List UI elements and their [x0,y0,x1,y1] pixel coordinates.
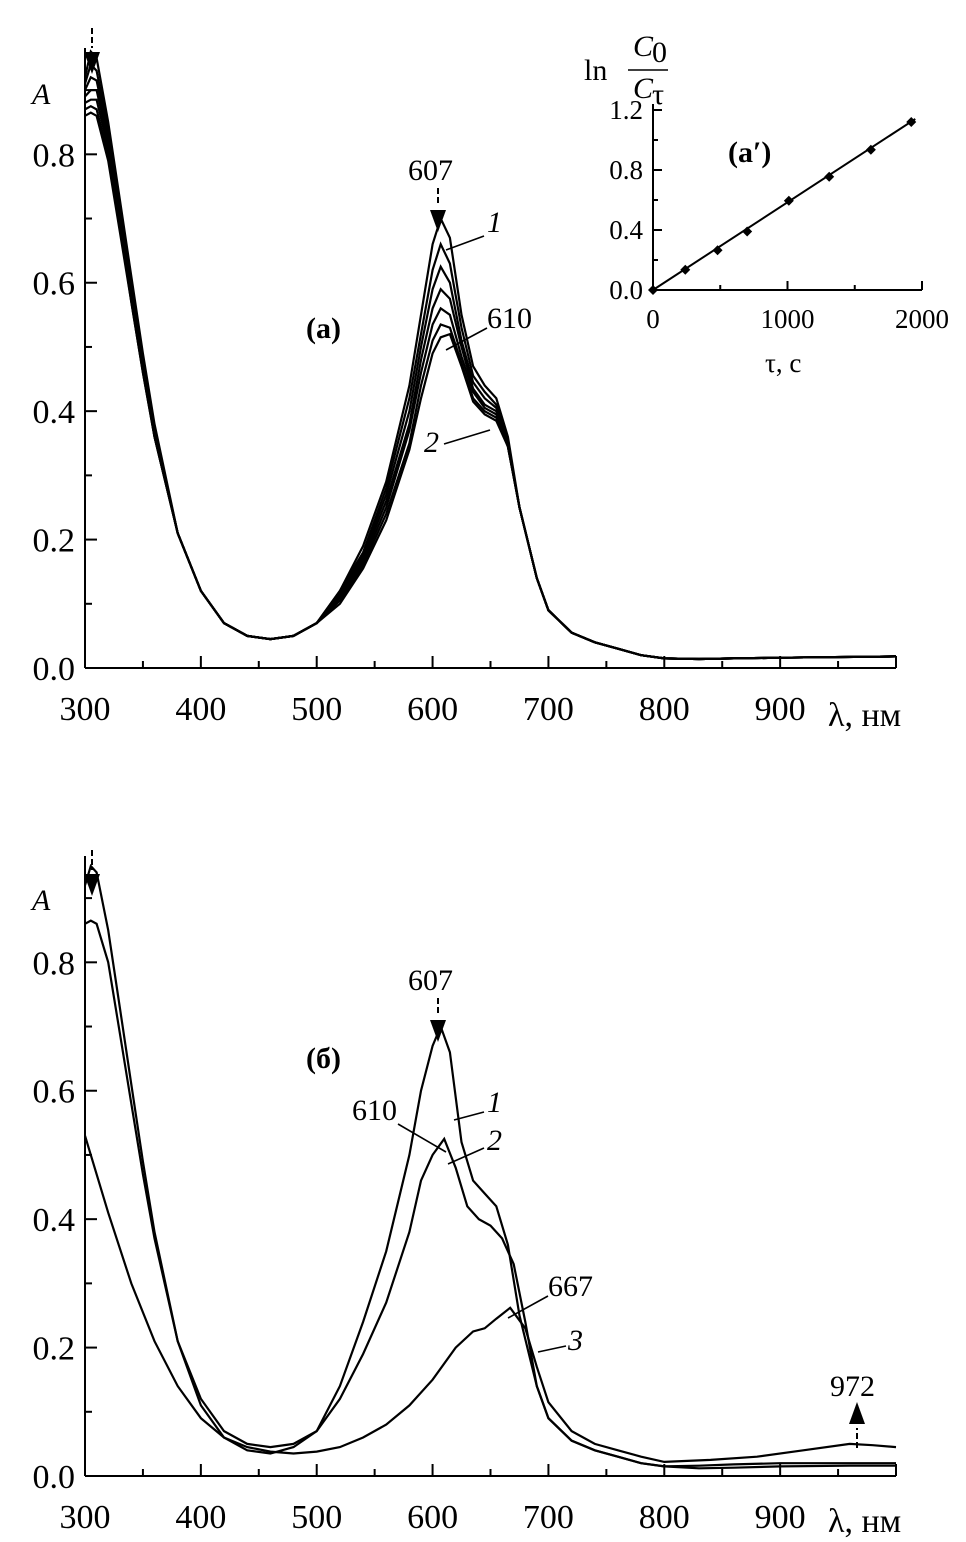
panel-a-axes [84,48,897,669]
inset-y-tick-label: 1.2 [609,95,643,125]
panel-a: 300 400 500 600 700 800 900 0.0 0.2 0.4 0.6 0.8 A λ… [30,28,901,734]
panel-b-leader-667 [507,1295,549,1319]
x-tick-label: 800 [639,691,690,728]
x-tick-label: 400 [175,1499,226,1536]
x-tick-label: 600 [407,1499,458,1536]
svg-text:0: 0 [652,36,667,69]
y-tick-label: 0.0 [33,651,76,688]
spectrum-series-2 [84,919,896,1470]
x-tick-label: 600 [407,691,458,728]
y-tick-label: 0.2 [33,523,76,560]
y-tick-label: 0.8 [33,137,76,174]
panel-b-label: (б) [306,1042,341,1075]
y-tick-label: 0.4 [33,394,76,431]
inset-y-tick-label: 0.8 [609,155,643,185]
panel-b-leader-610 [397,1123,447,1153]
inset-y-tick-label: 0.4 [609,215,643,245]
x-tick-label: 900 [755,1499,806,1536]
panel-b-leader-3 [537,1345,567,1353]
inset-data-point [865,144,876,155]
spectrum-series-1 [83,863,896,1468]
panel-a-leader-610 [445,327,488,351]
panel-b-ann-610: 610 [352,1094,397,1127]
panel-b-tick-labels: 300 400 500 600 700 800 900 0.0 0.2 0.4 0.6 0.8 [33,945,806,1536]
panel-b-ann-972: 972 [830,1370,875,1403]
panel-b-leader-1 [453,1111,485,1121]
svg-text:C: C [633,72,654,105]
panel-a-ann-607: 607 [408,154,453,187]
inset-x-tick-label: 1000 [761,304,815,334]
inset-data-point [712,245,723,256]
inset-fit-line [652,118,916,291]
spectrum-series-7 [84,111,897,661]
x-tick-label: 300 [60,691,111,728]
panel-b-arrow-607 [430,998,446,1042]
panel-b-leader-2 [447,1147,485,1165]
panel-b-ann-curve-1: 1 [487,1086,502,1119]
panel-a-label: (a) [306,312,341,345]
inset-xlabel: τ, с [765,348,801,378]
x-tick-label: 800 [639,1499,690,1536]
inset-data-point [783,195,794,206]
panel-a-ylabel: A [30,78,51,111]
x-tick-label: 900 [755,691,806,728]
panel-a-arrow-305 [84,28,100,74]
inset-plot-area [648,117,917,295]
x-tick-label: 700 [523,691,574,728]
x-tick-label: 300 [60,1499,111,1536]
panel-b-ann-curve-2: 2 [487,1124,502,1157]
inset-x-tick-label: 0 [646,304,660,334]
panel-b-plot-area [83,863,897,1470]
panel-b-xlabel: λ, нм [828,1503,901,1540]
inset-ylabel: ln C 0 C τ [584,30,668,111]
inset-y-tick-label: 0.0 [609,275,643,305]
y-tick-label: 0.6 [33,266,76,303]
panel-b-arrow-305 [84,850,100,896]
y-tick-label: 0.4 [33,1202,76,1239]
spectrum-series-5 [84,98,897,661]
svg-text:τ: τ [652,78,664,111]
inset-tick-labels: 0 1000 2000 0.0 0.4 0.8 1.2 [609,95,949,334]
panel-a-arrow-607 [430,188,446,232]
inset-x-tick-label: 2000 [895,304,949,334]
x-tick-label: 500 [291,1499,342,1536]
panel-b-ylabel: A [30,884,51,917]
panel-a-tick-labels: 300 400 500 600 700 800 900 0.0 0.2 0.4 0.6 0.8 [33,137,806,728]
y-tick-label: 0.0 [33,1459,76,1496]
panel-a-prime: 0 1000 2000 0.0 0.4 0.8 1.2 ln C 0 C τ τ, с (a… [584,30,949,378]
panel-b-axes [84,856,897,1477]
spectrum-series-6 [84,104,897,661]
panel-a-leader-1 [445,235,485,251]
panel-a-ann-curve-2: 2 [424,426,439,459]
inset-axes [652,104,923,291]
inset-data-point [906,117,917,127]
panel-b: 300 400 500 600 700 800 900 0.0 0.2 0.4 0.6 0.8 A λ… [30,850,901,1540]
inset-data-point [742,226,753,237]
panel-a-plot-area [83,49,897,661]
panel-a-ann-610: 610 [487,302,532,335]
x-tick-label: 400 [175,691,226,728]
panel-a-ann-curve-1: 1 [487,206,502,239]
inset-label: (a′) [728,136,771,169]
svg-text:C: C [633,30,654,63]
panel-b-ann-607: 607 [408,964,453,997]
panel-b-ann-667: 667 [548,1270,593,1303]
inset-data-point [824,171,835,182]
y-tick-label: 0.8 [33,945,76,982]
spectrum-series-3 [83,1135,897,1464]
panel-b-ann-curve-3: 3 [567,1324,583,1357]
y-tick-label: 0.6 [33,1074,76,1111]
inset-data-point [680,264,691,275]
x-tick-label: 500 [291,691,342,728]
panel-a-xlabel: λ, нм [828,697,901,734]
x-tick-label: 700 [523,1499,574,1536]
y-tick-label: 0.2 [33,1331,76,1368]
svg-text:ln: ln [584,54,607,87]
panel-a-leader-2 [443,429,491,445]
panel-b-arrow-972 [849,1402,865,1448]
